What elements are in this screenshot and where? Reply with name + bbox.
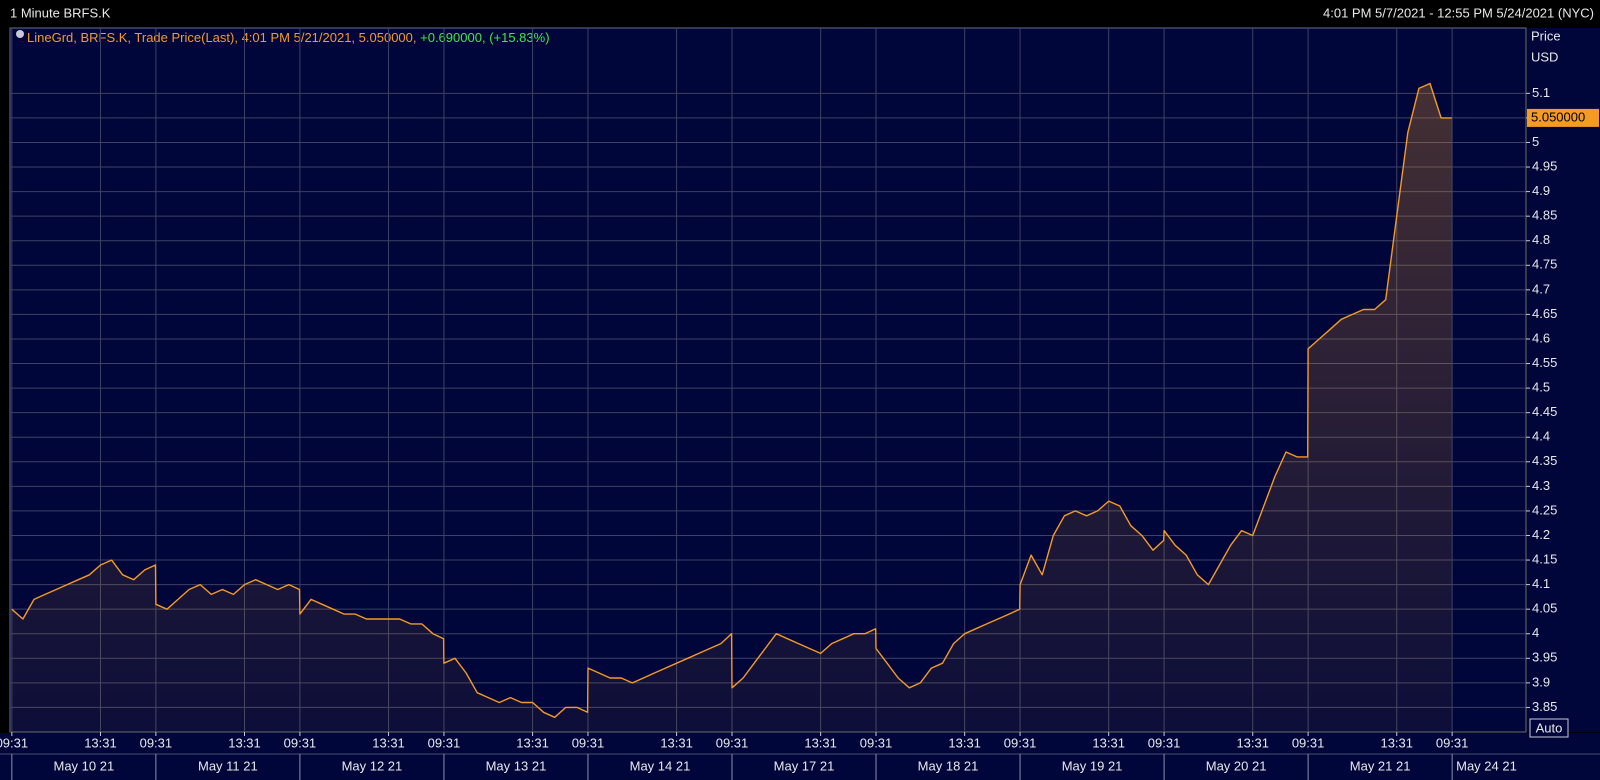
legend-change: +0.690000, (420, 30, 485, 45)
last-price-label: 5.050000 (1531, 109, 1585, 124)
y-tick-label: 4.55 (1532, 355, 1557, 370)
x-tick-label: 13:31 (84, 735, 117, 750)
time-axis-area (0, 733, 1600, 780)
x-tick-label: 13:31 (804, 735, 837, 750)
y-tick-label: 3.85 (1532, 699, 1557, 714)
x-tick-label: 13:31 (228, 735, 261, 750)
price-line (11, 82, 1452, 718)
x-tick-label: 09:31 (860, 735, 893, 750)
y-tick-label: 3.9 (1532, 674, 1550, 689)
x-tick-label: 09:31 (1148, 735, 1181, 750)
y-tick-label: 4.45 (1532, 404, 1557, 419)
x-tick-label: 09:31 (572, 735, 605, 750)
labels: 3.85 3.9 3.95 4 4.05 4.1 4.15 4.2 4.25 4.3 4.35 4.4… (0, 85, 1599, 780)
y-tick-label: 4.2 (1532, 527, 1550, 542)
y-tick-label: 4.5 (1532, 380, 1550, 395)
day-label: May 12 21 (342, 758, 403, 773)
x-tick-label: 09:31 (716, 735, 749, 750)
x-tick-label: 09:31 (1436, 735, 1469, 750)
x-tick-label: 09:31 (284, 735, 317, 750)
y-tick-label: 4.4 (1532, 429, 1550, 444)
day-label: May 11 21 (198, 758, 258, 773)
price-area (11, 83, 1452, 732)
y-tick-label: 4.8 (1532, 232, 1550, 247)
auto-button-label[interactable]: Auto (1536, 720, 1563, 735)
y-tick-label: 4.9 (1532, 183, 1550, 198)
y-tick-label: 3.95 (1532, 650, 1557, 665)
x-tick-label: 09:31 (1004, 735, 1037, 750)
y-tick-label: 4.6 (1532, 330, 1550, 345)
y-tick-label: 4.95 (1532, 158, 1557, 173)
y-tick-label: 4.65 (1532, 306, 1557, 321)
y-tick-label: 4.7 (1532, 281, 1550, 296)
x-tick-label: 13:31 (516, 735, 549, 750)
day-label: May 13 21 (486, 758, 547, 773)
y-axis-label: Price (1531, 28, 1561, 43)
x-tick-label: 13:31 (1380, 735, 1413, 750)
y-tick-label: 5 (1532, 134, 1539, 149)
day-label: May 20 21 (1206, 758, 1267, 773)
y-tick-label: 4.35 (1532, 453, 1557, 468)
legend-text: LineGrd, BRFS.K, Trade Price(Last), 4:01… (27, 30, 417, 45)
y-tick-label: 4.15 (1532, 551, 1557, 566)
x-tick-label: 09:31 (140, 735, 173, 750)
y-axis-unit: USD (1531, 49, 1558, 64)
y-tick-label: 4.75 (1532, 257, 1557, 272)
y-tick-label: 4.1 (1532, 576, 1550, 591)
marks (11, 82, 1452, 732)
y-tick-label: 4.3 (1532, 478, 1550, 493)
day-label: May 14 21 (630, 758, 691, 773)
date-range: 4:01 PM 5/7/2021 - 12:55 PM 5/24/2021 (N… (1323, 5, 1594, 20)
legend-change-pct: (+15.83%) (489, 30, 549, 45)
legend: LineGrd, BRFS.K, Trade Price(Last), 4:01… (27, 30, 550, 45)
auto-button[interactable] (1529, 718, 1569, 738)
day-label: May 21 21 (1350, 758, 1411, 773)
x-tick-label: 13:31 (660, 735, 693, 750)
last-price-tag (1527, 108, 1599, 127)
day-label: May 10 21 (54, 758, 115, 773)
chart-title: 1 Minute BRFS.K (10, 5, 111, 20)
x-tick-label: 09:31 (0, 735, 28, 750)
y-tick-label: 5.1 (1532, 85, 1550, 100)
day-label: May 19 21 (1062, 758, 1123, 773)
x-tick-label: 09:31 (428, 735, 461, 750)
y-tick-label: 4.85 (1532, 208, 1557, 223)
day-label: May 24 21 (1456, 758, 1517, 773)
x-tick-label: 09:31 (1292, 735, 1325, 750)
day-label: May 18 21 (918, 758, 979, 773)
day-label: May 17 21 (774, 758, 835, 773)
x-tick-label: 13:31 (1236, 735, 1269, 750)
y-tick-label: 4.05 (1532, 601, 1557, 616)
x-tick-label: 13:31 (948, 735, 981, 750)
price-axis-area (1527, 28, 1600, 732)
legend-icon (16, 30, 24, 38)
y-tick-label: 4 (1532, 625, 1539, 640)
x-tick-label: 13:31 (372, 735, 405, 750)
y-tick-label: 4.25 (1532, 502, 1557, 517)
x-tick-label: 13:31 (1092, 735, 1125, 750)
